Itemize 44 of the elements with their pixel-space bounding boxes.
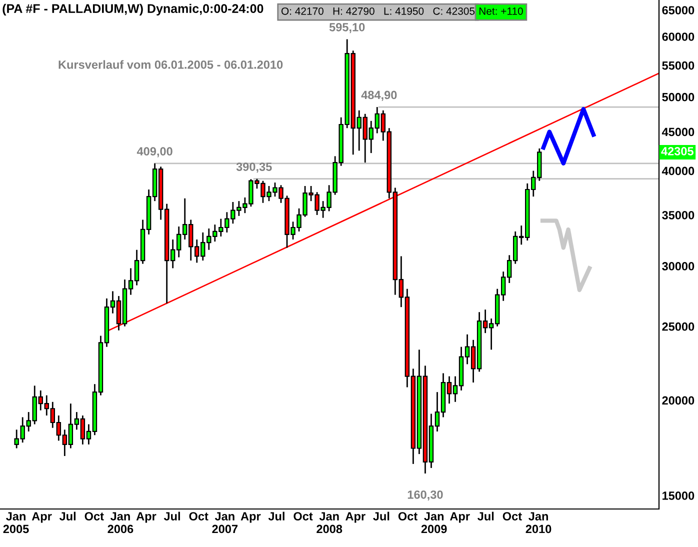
annotation: O: 42170 H: 42790 L: 41950 C: 42305 bbox=[281, 7, 475, 15]
x-tick-label: Jul bbox=[478, 512, 494, 520]
x-tick-label: Jan 2007 bbox=[212, 512, 238, 534]
annotation: 160,30 bbox=[408, 490, 443, 501]
x-tick-label: Oct bbox=[189, 512, 208, 520]
annotation: Net: +110 bbox=[479, 7, 523, 15]
y-tick-label: 50000 bbox=[662, 92, 694, 102]
x-tick-label: Jul bbox=[59, 512, 76, 520]
x-tick-label: Jan 2006 bbox=[108, 512, 134, 534]
x-tick-label: Apr bbox=[32, 512, 52, 523]
y-tick-label: 25000 bbox=[662, 322, 694, 331]
chart-title: (PA #F - PALLADIUM,W) Dynamic,0:00-24:00 bbox=[2, 4, 264, 16]
x-tick-label: Jan 2010 bbox=[526, 512, 552, 534]
annotation: 409,00 bbox=[136, 147, 172, 158]
text: Kursverlauf vom 06.01.2005 - 06.01.2010 bbox=[58, 60, 283, 69]
annotation: 484,90 bbox=[361, 90, 397, 101]
y-tick-label: 15000 bbox=[662, 492, 694, 500]
y-tick-label: 20000 bbox=[662, 396, 694, 405]
y-tick-label: 30000 bbox=[662, 262, 694, 270]
x-tick-label: Jul bbox=[164, 512, 180, 520]
y-tick-label: 60000 bbox=[662, 32, 694, 41]
x-tick-label: Oct bbox=[294, 512, 313, 520]
y-tick-label: 65000 bbox=[662, 6, 694, 14]
y-tick-label: 40000 bbox=[662, 166, 694, 176]
x-tick-label: Oct bbox=[398, 512, 418, 520]
line-series bbox=[541, 106, 596, 166]
annotation: 595,10 bbox=[329, 23, 365, 34]
y-tick-label: 55000 bbox=[662, 61, 694, 70]
x-tick-label: Oct bbox=[84, 512, 104, 520]
x-tick-label: Jan 2009 bbox=[421, 512, 447, 534]
x-tick-label: Apr bbox=[346, 512, 366, 523]
annotation: 390,35 bbox=[236, 162, 272, 173]
x-tick-label: Jan 2008 bbox=[316, 512, 342, 534]
line-series bbox=[540, 218, 592, 292]
x-tick-label: Apr bbox=[240, 512, 261, 523]
x-tick-label: Jul bbox=[268, 512, 284, 520]
y-tick-label: 45000 bbox=[662, 128, 694, 136]
text: 42305 bbox=[661, 147, 694, 156]
x-tick-label: Apr bbox=[450, 512, 470, 523]
x-tick-label: Oct bbox=[502, 512, 522, 520]
x-tick-label: Jan 2005 bbox=[3, 512, 29, 534]
y-tick-label: 35000 bbox=[662, 211, 694, 220]
x-tick-label: Jul bbox=[373, 512, 390, 520]
x-tick-label: Apr bbox=[136, 512, 156, 523]
